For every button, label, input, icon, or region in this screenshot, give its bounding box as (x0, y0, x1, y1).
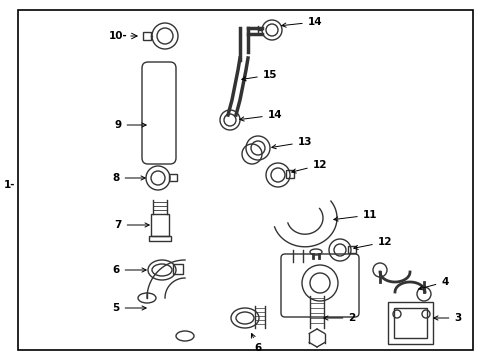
Text: 8: 8 (112, 173, 145, 183)
Bar (169, 174, 177, 181)
Text: 14: 14 (240, 110, 282, 121)
Text: 2: 2 (324, 313, 356, 323)
Bar (173, 264, 183, 274)
Bar (151, 214, 169, 236)
Text: 14: 14 (282, 17, 322, 27)
Text: 11: 11 (334, 210, 377, 221)
Bar (388, 302, 433, 344)
Text: 6: 6 (251, 333, 262, 353)
Bar (143, 32, 151, 40)
Text: 6: 6 (112, 265, 146, 275)
Text: 12: 12 (292, 160, 327, 173)
Text: 10-: 10- (109, 31, 127, 41)
Bar (286, 170, 294, 178)
Text: 13: 13 (272, 137, 312, 149)
Bar (149, 236, 171, 241)
Text: 4: 4 (419, 277, 449, 290)
Bar (348, 246, 356, 253)
Text: 9: 9 (115, 120, 146, 130)
Text: 1-: 1- (4, 180, 16, 190)
Text: 12: 12 (354, 237, 392, 249)
Text: 3: 3 (434, 313, 462, 323)
Text: 15: 15 (242, 70, 277, 81)
Text: 7: 7 (114, 220, 149, 230)
Text: 5: 5 (112, 303, 146, 313)
Bar (394, 308, 427, 338)
